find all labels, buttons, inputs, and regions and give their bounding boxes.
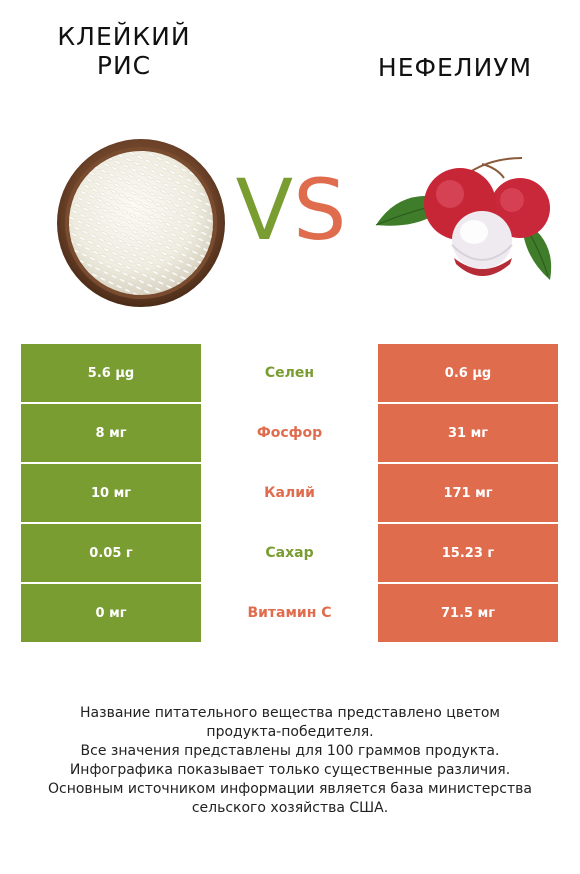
footnote-line: Инфографика показывает только существенн… [69, 762, 511, 778]
left-value: 0.05 г [21, 524, 201, 582]
footnote-line: Основным источником информации является … [48, 781, 532, 797]
nutrient-name: Селен [201, 344, 378, 402]
table-row: 0.05 г Сахар 15.23 г [21, 524, 558, 582]
right-value: 31 мг [378, 404, 558, 462]
footnote-line: Название питательного вещества представл… [80, 705, 500, 721]
nutrient-name: Витамин C [201, 584, 378, 642]
footnote-line: Все значения представлены для 100 граммо… [80, 743, 500, 759]
table-row: 0 мг Витамин C 71.5 мг [21, 584, 558, 642]
rambutan-image [375, 157, 552, 280]
footnote: Название питательного вещества представл… [20, 704, 560, 818]
footnote-line: сельского хозяйства США. [191, 800, 389, 816]
right-value: 15.23 г [378, 524, 558, 582]
nutrient-name: Сахар [201, 524, 378, 582]
vs-v: V [235, 161, 294, 259]
sticky-rice-image [57, 139, 225, 307]
nutrient-name: Фосфор [201, 404, 378, 462]
left-food-title-line2: РИС [96, 51, 152, 80]
vs-label: VS [226, 160, 356, 260]
footnote-line: продукта-победителя. [206, 724, 374, 740]
right-value: 0.6 µg [378, 344, 558, 402]
left-value: 10 мг [21, 464, 201, 522]
table-row: 10 мг Калий 171 мг [21, 464, 558, 522]
right-food-title: НЕФЕЛИУМ [377, 53, 533, 82]
table-row: 8 мг Фосфор 31 мг [21, 404, 558, 462]
comparison-table: 5.6 µg Селен 0.6 µg 8 мг Фосфор 31 мг 10… [21, 344, 558, 644]
left-value: 0 мг [21, 584, 201, 642]
left-food-title-line1: КЛЕЙКИЙ [57, 22, 191, 51]
right-value: 171 мг [378, 464, 558, 522]
nutrient-name: Калий [201, 464, 378, 522]
vs-s: S [293, 161, 347, 259]
left-value: 8 мг [21, 404, 201, 462]
left-food-title: КЛЕЙКИЙ РИС [44, 22, 204, 80]
table-row: 5.6 µg Селен 0.6 µg [21, 344, 558, 402]
right-value: 71.5 мг [378, 584, 558, 642]
left-value: 5.6 µg [21, 344, 201, 402]
